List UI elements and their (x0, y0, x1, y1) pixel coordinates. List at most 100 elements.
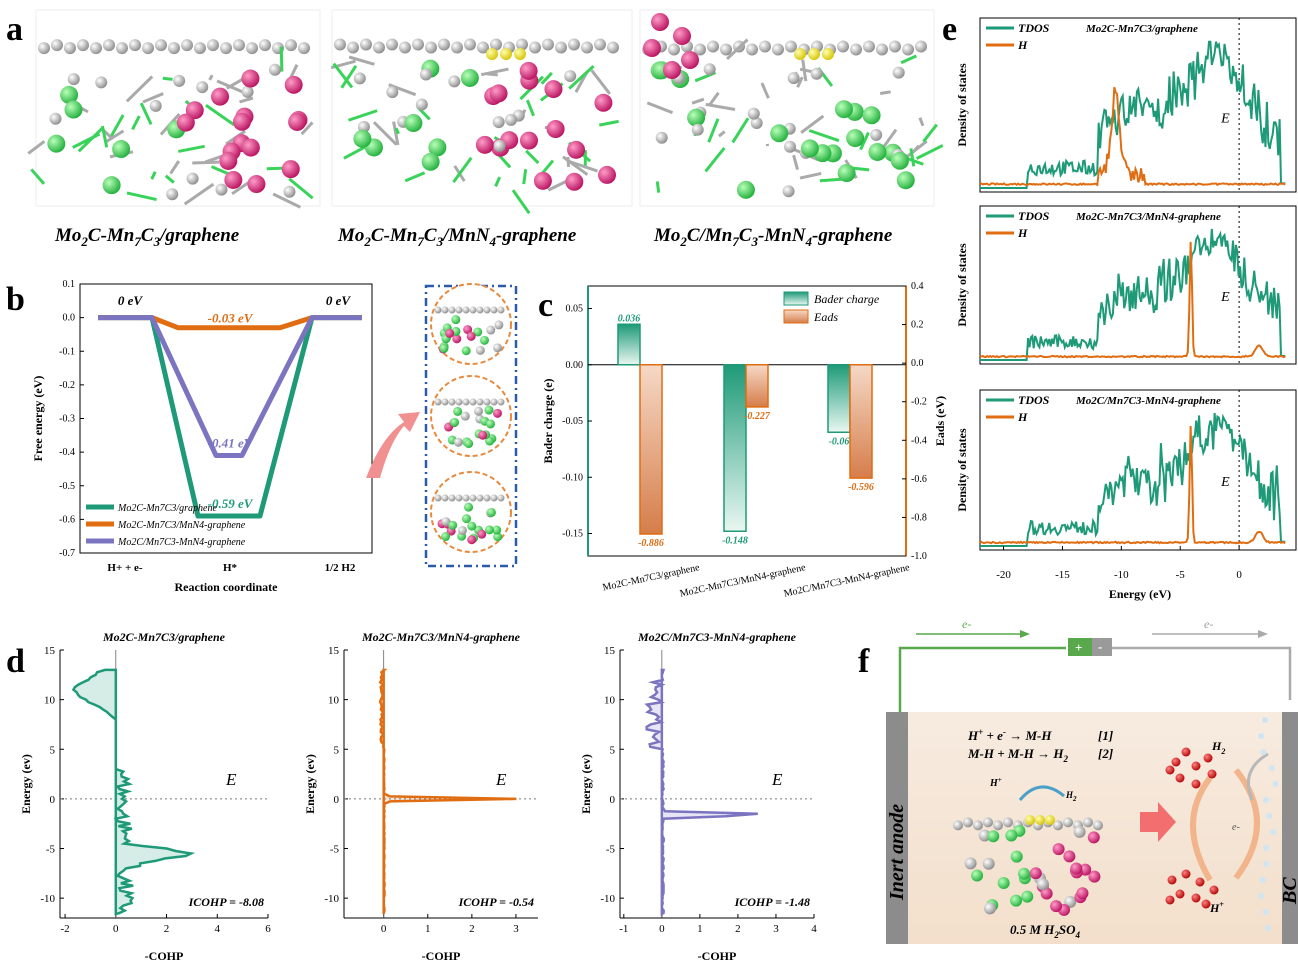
x-tick-label: 1/2 H2 (325, 562, 356, 574)
inset-atom (477, 530, 486, 539)
mn-atom (673, 27, 691, 45)
inset-atom (463, 495, 470, 502)
mn-atom (651, 13, 669, 31)
h2-molecule-atom (1176, 774, 1185, 783)
hplus-ion (1182, 870, 1191, 879)
panel-letter-b: b (6, 281, 25, 318)
y-axis-label: Energy (ev) (303, 754, 317, 814)
reaction-1-step: [1] (1098, 728, 1113, 743)
anode-label: Inert anode (886, 804, 908, 901)
fermi-label: E (1220, 290, 1230, 305)
atom (770, 124, 788, 142)
electron-label-right: e- (1204, 617, 1213, 631)
graphene-atom (963, 817, 973, 827)
atom (187, 173, 199, 185)
y-tick-label: -10 (40, 893, 55, 905)
y-tick-label: 10 (44, 695, 56, 707)
atom (788, 72, 800, 84)
panel-b-free-energy-chart: 0.10.0-0.1-0.2-0.3-0.4-0.5-0.6-0.7H+ + e… (31, 279, 420, 594)
wire-right (1112, 648, 1290, 700)
series-line-1 (98, 318, 362, 516)
x-axis-label: Reaction coordinate (175, 580, 279, 594)
y2-tick-label: -0.8 (911, 512, 927, 523)
mn-atom (663, 61, 681, 79)
graphene-atom (116, 42, 128, 54)
inset-atom (456, 495, 463, 502)
graphene-atom (973, 820, 983, 830)
h2-molecule-atom (1166, 766, 1175, 775)
atom (656, 132, 668, 144)
gas-bubble (1260, 877, 1266, 883)
n-atom (1025, 815, 1035, 825)
bond (192, 162, 219, 163)
inset-atom (474, 407, 483, 416)
hplus-ion (1196, 878, 1205, 887)
y2-tick-label: -0.4 (911, 435, 927, 446)
h2-molecule-atom (1204, 754, 1213, 763)
inset-atom (498, 399, 505, 406)
series-value-label: -0.41 eV (208, 435, 254, 450)
bar-eads (850, 365, 872, 478)
x-tick-label: -10 (1114, 569, 1129, 581)
atom (112, 140, 130, 158)
atom (1053, 843, 1065, 855)
h2-molecule-atom (1182, 748, 1191, 757)
gas-bubble (1272, 781, 1278, 787)
graphene-atom (64, 42, 76, 54)
x-tick-label: -1 (619, 923, 628, 935)
atom (1030, 867, 1042, 879)
mn-atom (643, 39, 661, 57)
y-tick-label: 10 (328, 695, 340, 707)
inset-atom (464, 439, 473, 448)
y2-axis-label: Eads (eV) (933, 396, 947, 446)
hplus-ion (1166, 896, 1175, 905)
inset-atom (458, 526, 467, 535)
x-tick-label: 1 (697, 923, 703, 935)
atom (420, 69, 432, 81)
h2-molecule-atom (1208, 770, 1217, 779)
y-tick-label: 5 (50, 744, 56, 756)
atom (416, 98, 428, 110)
graphene-atom (155, 39, 167, 51)
y-axis-label: Bader charge (e) (541, 378, 555, 463)
cohp-title: Mo2C-Mn7C3/graphene (102, 630, 226, 644)
n-atom (514, 48, 526, 60)
atom (177, 114, 195, 132)
panel-a-structures (28, 10, 942, 213)
atom (283, 186, 295, 198)
atom (241, 70, 259, 88)
atom (216, 184, 228, 196)
hplus-ion (1176, 890, 1185, 899)
inset-atom (491, 495, 498, 502)
bar-label-bader: -0.06 (829, 436, 850, 447)
y-axis-label: Free energy (eV) (31, 376, 45, 462)
mn-atom (681, 51, 699, 69)
y2-tick-label: -0.6 (911, 474, 927, 485)
bar-eads (746, 365, 768, 407)
graphene-atom (360, 38, 372, 50)
graphene-atom (425, 41, 437, 53)
inset-atom (456, 399, 463, 406)
bar-bader (618, 324, 640, 365)
atom (493, 116, 505, 128)
x-tick-label: 0 (381, 923, 387, 935)
y-tick-label: -0.6 (59, 514, 75, 525)
bond (487, 74, 498, 75)
inset-atom (477, 495, 484, 502)
graphene-atom (850, 44, 862, 56)
bar-eads (640, 365, 662, 534)
panel-f-electrolysis-scheme: + - e- e- Inert anode BC H+ + e- → M-H [… (886, 617, 1298, 944)
graphene-atom (707, 41, 719, 53)
x-tick-label: 2 (735, 923, 741, 935)
bond (281, 47, 282, 72)
gas-bubble (1258, 893, 1264, 899)
x-tick-label: -15 (1055, 569, 1070, 581)
legend-label: Bader charge (814, 292, 880, 306)
atom (983, 858, 995, 870)
y-tick-label: -0.4 (59, 447, 75, 458)
inset-atom (449, 495, 456, 502)
end-label: 0 eV (326, 293, 352, 308)
atom (1018, 868, 1030, 880)
y-axis-label: Density of states (955, 428, 969, 512)
